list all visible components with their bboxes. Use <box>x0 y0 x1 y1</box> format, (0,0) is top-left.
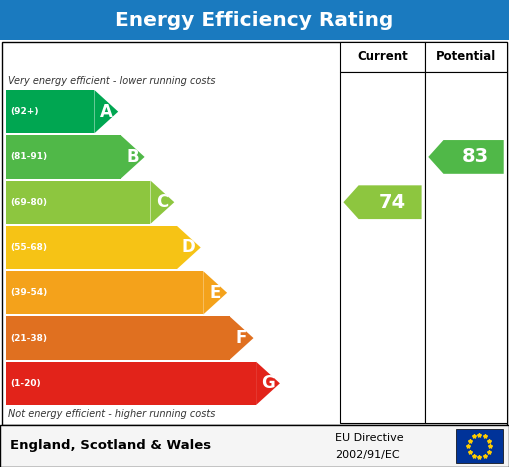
Text: Very energy efficient - lower running costs: Very energy efficient - lower running co… <box>8 76 215 86</box>
Bar <box>456 429 503 463</box>
Text: (55-68): (55-68) <box>10 243 47 252</box>
Bar <box>6 181 151 224</box>
Text: E: E <box>210 284 221 302</box>
Polygon shape <box>203 271 227 314</box>
Text: (69-80): (69-80) <box>10 198 47 207</box>
Text: C: C <box>156 193 168 211</box>
Polygon shape <box>177 226 201 269</box>
Text: (1-20): (1-20) <box>10 379 41 388</box>
Bar <box>6 271 203 314</box>
Bar <box>340 72 425 423</box>
Bar <box>6 135 121 178</box>
Polygon shape <box>230 317 253 360</box>
Polygon shape <box>256 362 280 405</box>
Polygon shape <box>94 90 118 133</box>
Text: D: D <box>182 239 195 256</box>
Bar <box>2 42 507 425</box>
Text: G: G <box>261 375 275 392</box>
Text: A: A <box>100 103 112 120</box>
Polygon shape <box>151 181 174 224</box>
Bar <box>6 90 94 133</box>
Text: F: F <box>236 329 247 347</box>
Text: (21-38): (21-38) <box>10 333 47 343</box>
Text: Energy Efficiency Rating: Energy Efficiency Rating <box>116 10 393 29</box>
Text: 74: 74 <box>378 193 406 212</box>
Text: England, Scotland & Wales: England, Scotland & Wales <box>10 439 211 453</box>
Text: (81-91): (81-91) <box>10 152 47 162</box>
Bar <box>425 42 507 72</box>
Text: (92+): (92+) <box>10 107 39 116</box>
Text: 2002/91/EC: 2002/91/EC <box>335 450 400 460</box>
Polygon shape <box>121 135 145 178</box>
Text: EU Directive: EU Directive <box>335 433 404 444</box>
Text: Current: Current <box>357 50 408 64</box>
Polygon shape <box>344 185 421 219</box>
Text: (39-54): (39-54) <box>10 288 47 297</box>
Bar <box>425 72 507 423</box>
Bar <box>6 362 256 405</box>
Text: B: B <box>126 148 139 166</box>
Text: Not energy efficient - higher running costs: Not energy efficient - higher running co… <box>8 409 215 419</box>
Bar <box>0 425 509 467</box>
Bar <box>6 317 230 360</box>
Text: Potential: Potential <box>436 50 496 64</box>
Text: 83: 83 <box>462 148 489 166</box>
Bar <box>6 226 177 269</box>
Bar <box>340 42 425 72</box>
Bar <box>0 0 509 40</box>
Polygon shape <box>428 140 504 174</box>
